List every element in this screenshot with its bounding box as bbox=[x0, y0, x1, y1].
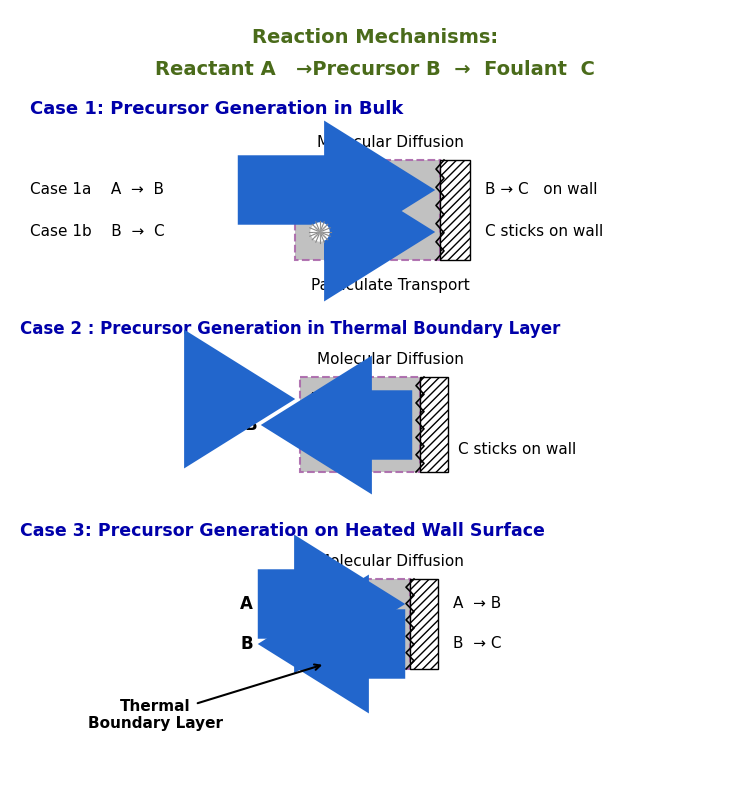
Text: B: B bbox=[240, 635, 252, 653]
Text: Particulate Transport: Particulate Transport bbox=[311, 278, 469, 293]
Bar bbox=[295, 160, 440, 260]
Text: A: A bbox=[240, 595, 253, 613]
Text: Molecular Diffusion: Molecular Diffusion bbox=[317, 352, 463, 367]
Text: Thermal
Boundary Layer: Thermal Boundary Layer bbox=[88, 699, 222, 731]
Text: A  → B: A → B bbox=[308, 392, 360, 406]
Bar bbox=[420, 377, 448, 472]
Text: Reactant A   →Precursor B  →  Foulant  C: Reactant A →Precursor B → Foulant C bbox=[155, 60, 595, 79]
Text: Reaction Mechanisms:: Reaction Mechanisms: bbox=[252, 28, 498, 47]
Bar bbox=[300, 377, 420, 472]
Bar bbox=[410, 579, 438, 669]
Text: B: B bbox=[245, 416, 258, 434]
Bar bbox=[440, 160, 470, 260]
Text: Case 3: Precursor Generation on Heated Wall Surface: Case 3: Precursor Generation on Heated W… bbox=[20, 522, 545, 540]
Text: C sticks on wall: C sticks on wall bbox=[458, 442, 576, 457]
Text: B  → C: B → C bbox=[453, 637, 502, 651]
Text: C sticks on wall: C sticks on wall bbox=[485, 224, 603, 239]
Text: A  → B: A → B bbox=[453, 597, 501, 611]
Bar bbox=[320, 579, 410, 669]
Text: Case 1b    B  →  C: Case 1b B → C bbox=[30, 224, 164, 239]
Text: B  → C: B → C bbox=[308, 442, 359, 457]
Text: Case 1a    A  →  B: Case 1a A → B bbox=[30, 183, 164, 198]
Text: Molecular Diffusion: Molecular Diffusion bbox=[317, 135, 463, 150]
Text: A: A bbox=[245, 390, 258, 408]
Text: Molecular Diffusion: Molecular Diffusion bbox=[317, 554, 463, 569]
Text: B → C   on wall: B → C on wall bbox=[485, 183, 598, 198]
Text: Case 2 : Precursor Generation in Thermal Boundary Layer: Case 2 : Precursor Generation in Thermal… bbox=[20, 320, 560, 338]
Circle shape bbox=[311, 223, 329, 241]
Text: Case 1: Precursor Generation in Bulk: Case 1: Precursor Generation in Bulk bbox=[30, 100, 403, 118]
